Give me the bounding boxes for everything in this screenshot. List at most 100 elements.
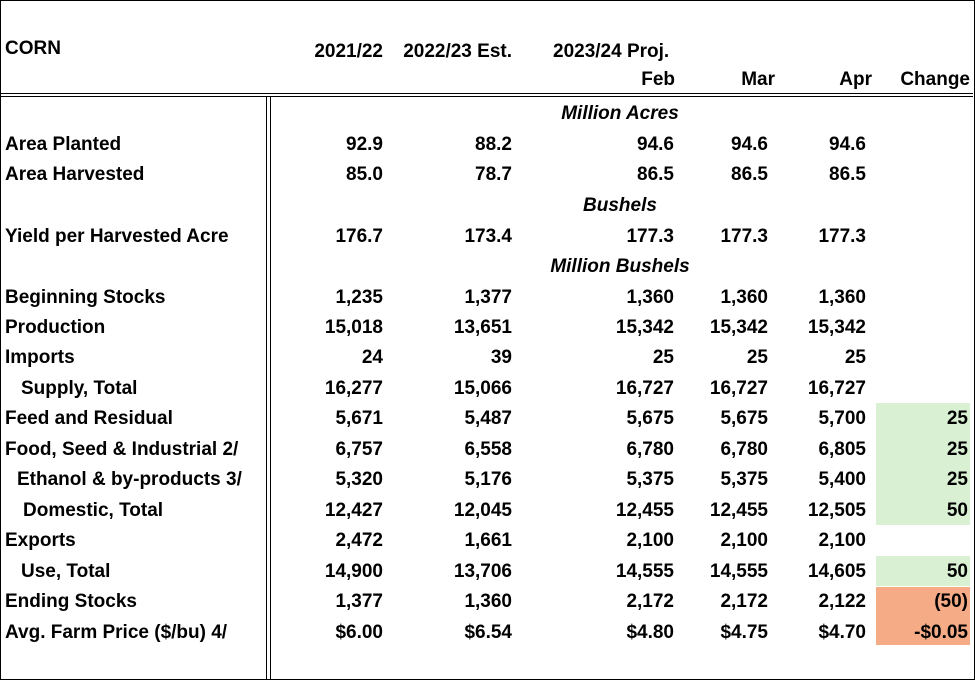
cell-v2223: 13,706 [453,561,512,582]
cell-apr: 94.6 [829,134,866,155]
cell-v2223: 173.4 [464,226,512,247]
cell-apr: 5,400 [818,469,866,490]
cell-v2223: 39 [490,347,512,368]
cell-v2122: 12,427 [324,500,383,521]
cell-mar: 12,455 [709,500,768,521]
cell-v2223: 6,558 [464,439,512,460]
cell-v2223: 5,176 [464,469,512,490]
row-label: Area Planted [5,134,122,155]
cell-v2122: 1,377 [335,591,383,612]
row-label: Beginning Stocks [5,287,166,308]
cell-v2122: 1,235 [335,287,383,308]
cell-feb: 15,342 [615,317,674,338]
col-header-change: Change [900,69,970,90]
cell-apr: 14,605 [807,561,866,582]
cell-change: 25 [946,469,968,490]
cell-apr: 6,805 [818,439,866,460]
cell-change: 25 [946,408,968,429]
cell-apr: 1,360 [818,287,866,308]
row-label: Feed and Residual [5,408,173,429]
cell-mar: 2,100 [720,530,768,551]
cell-feb: 14,555 [615,561,674,582]
cell-feb: 6,780 [626,439,674,460]
table-title: CORN [5,38,61,59]
cell-apr: 16,727 [807,378,866,399]
row-label: Supply, Total [21,378,138,399]
cell-v2223: 1,377 [464,287,512,308]
cell-feb: $4.80 [626,622,674,643]
cell-mar: 5,675 [720,408,768,429]
cell-v2122: 15,018 [324,317,383,338]
col-header-2022-23: 2022/23 Est. [403,41,512,62]
cell-v2223: 5,487 [464,408,512,429]
cell-apr: 12,505 [807,500,866,521]
section-million-bushels: Million Bushels [550,256,690,277]
row-label: Use, Total [21,561,111,582]
cell-v2122: 5,320 [335,469,383,490]
cell-v2122: 176.7 [335,226,383,247]
cell-change: (50) [934,591,968,612]
change-decrease-highlight [876,587,970,645]
cell-feb: 177.3 [626,226,674,247]
row-label: Production [5,317,106,338]
cell-mar: $4.75 [720,622,768,643]
cell-mar: 14,555 [709,561,768,582]
cell-feb: 2,172 [626,591,674,612]
header-rule-bottom [1,96,973,97]
cell-apr: 86.5 [829,164,866,185]
row-label: Yield per Harvested Acre [5,226,229,247]
row-label: Ethanol & by-products 3/ [17,469,242,490]
cell-v2122: 2,472 [335,530,383,551]
row-label: Ending Stocks [5,591,137,612]
col-header-mar: Mar [741,69,775,90]
row-label: Food, Seed & Industrial 2/ [5,439,239,460]
row-label: Exports [5,530,76,551]
cell-mar: 86.5 [731,164,768,185]
col-header-2021-22: 2021/22 [314,41,383,62]
cell-v2223: $6.54 [464,622,512,643]
section-million-acres: Million Acres [561,103,679,124]
cell-v2223: 1,360 [464,591,512,612]
cell-v2223: 1,661 [464,530,512,551]
cell-v2122: $6.00 [335,622,383,643]
cell-apr: 5,700 [818,408,866,429]
cell-mar: 5,375 [720,469,768,490]
row-label: Avg. Farm Price ($/bu) 4/ [5,622,228,643]
cell-feb: 2,100 [626,530,674,551]
cell-mar: 94.6 [731,134,768,155]
change-increase-highlight-use [876,556,970,586]
cell-mar: 2,172 [720,591,768,612]
cell-apr: 25 [844,347,866,368]
column-divider-left [266,97,267,679]
cell-v2223: 88.2 [475,134,512,155]
cell-v2122: 5,671 [335,408,383,429]
cell-v2122: 6,757 [335,439,383,460]
col-header-apr: Apr [839,69,872,90]
cell-v2122: 14,900 [324,561,383,582]
cell-apr: 15,342 [807,317,866,338]
header-rule-top [1,93,973,94]
cell-v2223: 15,066 [453,378,512,399]
col-header-2023-24: 2023/24 Proj. [553,41,670,62]
cell-v2223: 78.7 [475,164,512,185]
cell-mar: 1,360 [720,287,768,308]
cell-apr: 2,100 [818,530,866,551]
cell-v2223: 12,045 [453,500,512,521]
cell-v2122: 92.9 [346,134,383,155]
column-divider-right [270,97,271,679]
cell-mar: 177.3 [720,226,768,247]
cell-change: 50 [946,500,968,521]
change-increase-highlight [876,403,970,525]
cell-apr: $4.70 [818,622,866,643]
cell-change: 25 [946,439,968,460]
cell-mar: 6,780 [720,439,768,460]
cell-mar: 15,342 [709,317,768,338]
cell-v2122: 24 [361,347,383,368]
row-label: Area Harvested [5,164,145,185]
cell-feb: 25 [652,347,674,368]
cell-feb: 94.6 [637,134,674,155]
cell-v2122: 85.0 [346,164,383,185]
cell-change: 50 [946,561,968,582]
col-header-feb: Feb [641,69,675,90]
row-label: Imports [5,347,75,368]
